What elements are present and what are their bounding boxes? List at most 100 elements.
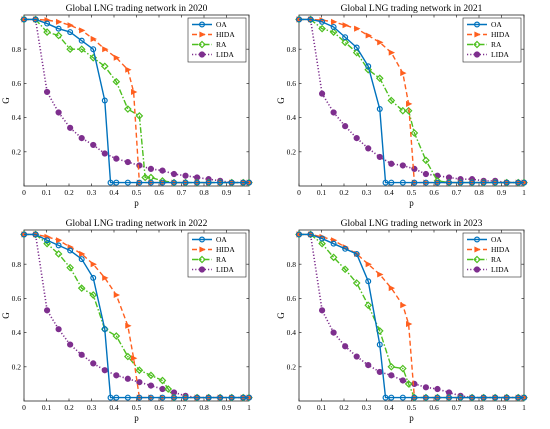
data-point-lida <box>159 385 166 393</box>
series-line-oa <box>299 233 524 399</box>
series-oa <box>296 16 528 186</box>
y-tick-label: 0.4 <box>12 113 22 122</box>
data-point-oa <box>457 179 464 186</box>
y-tick-label: 0.6 <box>287 79 297 88</box>
legend-marker-ra <box>473 255 481 264</box>
legend-marker-ra <box>198 255 206 264</box>
data-point-hida <box>354 25 361 32</box>
data-point-oa <box>171 394 178 401</box>
data-point-lida <box>67 341 74 348</box>
data-point-lida <box>330 329 337 336</box>
data-point-oa <box>469 179 476 186</box>
data-point-ra <box>318 24 326 33</box>
x-tick-label: 1 <box>247 403 251 412</box>
y-axis-label: G <box>276 312 286 319</box>
x-tick-label: 0.6 <box>429 188 439 197</box>
data-point-oa <box>67 29 74 36</box>
series-oa <box>21 231 253 401</box>
data-point-lida <box>147 382 155 389</box>
x-tick-label: 0.5 <box>132 403 142 412</box>
data-point-hida <box>90 35 97 42</box>
data-point-hida <box>131 88 138 95</box>
data-point-oa <box>434 394 441 401</box>
y-tick-label: 0.8 <box>12 45 22 54</box>
data-point-ra <box>352 279 361 287</box>
x-axis-label: p <box>409 198 414 208</box>
data-point-lida <box>124 375 131 382</box>
x-tick-label: 0.9 <box>222 403 232 412</box>
data-point-oa <box>124 179 131 186</box>
data-point-ra <box>141 173 150 182</box>
legend-box <box>187 17 247 63</box>
data-point-lida <box>101 150 108 157</box>
data-point-hida <box>56 237 63 244</box>
data-point-lida <box>353 135 360 142</box>
data-point-oa <box>217 179 224 186</box>
data-point-oa <box>319 18 326 25</box>
x-tick-label: 0.3 <box>87 188 97 197</box>
data-point-lida <box>67 124 74 131</box>
legend-marker-hida <box>474 246 481 253</box>
legend-label-lida: LIDA <box>491 50 509 59</box>
data-point-lida <box>399 377 406 384</box>
x-axis-label: p <box>409 413 414 423</box>
series-line-oa <box>24 18 249 184</box>
data-point-oa <box>382 179 389 186</box>
chart-2022: Global LNG trading network in 2022 0 0.1 0.… <box>1 219 253 423</box>
data-point-lida <box>124 158 131 166</box>
data-point-oa <box>353 44 360 51</box>
legend-label-lida: LIDA <box>216 265 234 274</box>
data-point-oa <box>330 23 337 30</box>
data-point-ra <box>54 250 63 258</box>
data-point-lida <box>365 145 372 152</box>
data-point-oa <box>376 341 383 348</box>
data-point-ra <box>112 332 121 340</box>
x-tick-label: 0.5 <box>407 188 417 197</box>
data-point-oa <box>330 240 337 247</box>
data-point-ra <box>375 74 384 83</box>
data-point-lida <box>376 368 383 376</box>
x-tick-label: 0.4 <box>384 403 394 412</box>
x-tick-label: 1 <box>522 403 526 412</box>
legend-marker-lida <box>198 266 206 273</box>
data-point-ra <box>387 96 396 105</box>
x-tick-label: 0.6 <box>154 188 164 197</box>
data-point-oa <box>147 394 154 401</box>
legend-marker-lida <box>198 51 206 58</box>
data-point-hida <box>113 291 121 299</box>
data-point-lida <box>388 160 395 167</box>
y-tick-label: 0.2 <box>12 362 22 371</box>
x-tick-label: 0.7 <box>177 403 187 412</box>
series-line-oa <box>24 233 249 399</box>
data-point-oa <box>136 179 143 186</box>
data-point-ra <box>404 380 413 388</box>
legend-label-hida: HIDA <box>491 30 510 39</box>
legend-marker-lida <box>473 51 481 58</box>
x-tick-label: 0.8 <box>199 403 209 412</box>
data-point-oa <box>44 237 51 244</box>
x-tick-label: 0.9 <box>497 403 507 412</box>
x-tick-label: 0 <box>22 403 26 412</box>
data-point-oa <box>422 394 429 401</box>
x-tick-label: 1 <box>522 188 526 197</box>
data-point-ra <box>43 28 51 36</box>
y-axis-label: G <box>1 97 11 104</box>
legend-box <box>462 17 522 63</box>
data-point-oa <box>78 37 85 44</box>
data-point-oa <box>446 179 453 186</box>
data-point-ra <box>398 106 407 115</box>
data-point-ra <box>341 265 349 274</box>
legend-marker-oa <box>199 236 206 243</box>
data-point-ra <box>341 38 349 47</box>
chart-title: Global LNG trading network in 2023 <box>341 219 483 229</box>
x-axis-label: p <box>134 413 139 423</box>
data-point-ra <box>123 105 132 113</box>
data-point-ra <box>54 31 63 40</box>
data-point-oa <box>228 179 235 186</box>
data-point-hida <box>406 321 413 328</box>
data-point-oa <box>194 179 201 186</box>
data-point-ra <box>112 77 121 86</box>
chart-panel-2023: Global LNG trading network in 2023 0 0.1 0.… <box>275 215 550 429</box>
data-point-hida <box>400 302 407 309</box>
